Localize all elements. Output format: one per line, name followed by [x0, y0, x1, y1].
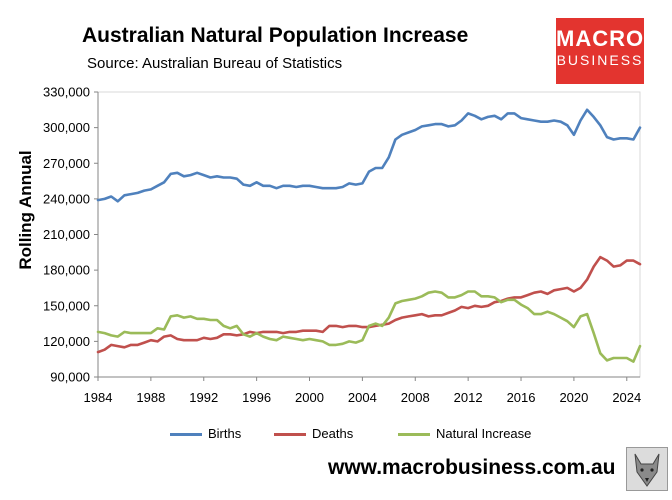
- y-tick-label: 240,000: [43, 191, 90, 206]
- x-tick-label: 1992: [189, 390, 218, 405]
- legend-swatch-natural-increase: [398, 433, 430, 437]
- website-url[interactable]: www.macrobusiness.com.au: [328, 456, 616, 479]
- logo-line-2: BUSINESS: [556, 52, 644, 68]
- x-tick-label: 2000: [295, 390, 324, 405]
- y-tick-label: 330,000: [43, 85, 90, 100]
- x-tick-label: 2008: [401, 390, 430, 405]
- y-tick-label: 300,000: [43, 120, 90, 135]
- series-line-deaths: [96, 255, 642, 354]
- x-tick-label: 2012: [454, 390, 483, 405]
- wolf-logo-image: [626, 447, 668, 491]
- legend-item-births: Births: [170, 426, 241, 441]
- x-tick-label: 1984: [84, 390, 113, 405]
- legend-item-natural-increase: Natural Increase: [398, 426, 531, 441]
- legend-swatch-births: [170, 433, 202, 437]
- series-line-births: [96, 108, 642, 203]
- y-tick-label: 180,000: [43, 263, 90, 278]
- logo-line-1: MACRO: [556, 26, 645, 51]
- x-tick-label: 2024: [612, 390, 641, 405]
- chart-title: Australian Natural Population Increase: [82, 24, 469, 47]
- x-tick-label: 2020: [559, 390, 588, 405]
- series-line-natural-increase: [96, 290, 642, 363]
- y-tick-label: 210,000: [43, 227, 90, 242]
- legend-label-births: Births: [208, 426, 242, 441]
- plot-area-border: [97, 91, 641, 378]
- chart-subtitle: Source: Australian Bureau of Statistics: [87, 55, 343, 72]
- x-tick-label: 1996: [242, 390, 271, 405]
- macrobusiness-logo: MACRO BUSINESS: [556, 18, 644, 84]
- x-tick-label: 2004: [348, 390, 377, 405]
- legend-label-natural-increase: Natural Increase: [436, 426, 532, 441]
- legend-label-deaths: Deaths: [312, 426, 354, 441]
- y-tick-label: 90,000: [50, 370, 90, 385]
- legend-item-deaths: Deaths: [274, 426, 353, 441]
- x-tick-label: 2016: [507, 390, 536, 405]
- x-tick-label: 1988: [136, 390, 165, 405]
- y-tick-label: 120,000: [43, 334, 90, 349]
- y-tick-label: 150,000: [43, 298, 90, 313]
- y-tick-label: 270,000: [43, 156, 90, 171]
- legend-swatch-deaths: [274, 433, 306, 437]
